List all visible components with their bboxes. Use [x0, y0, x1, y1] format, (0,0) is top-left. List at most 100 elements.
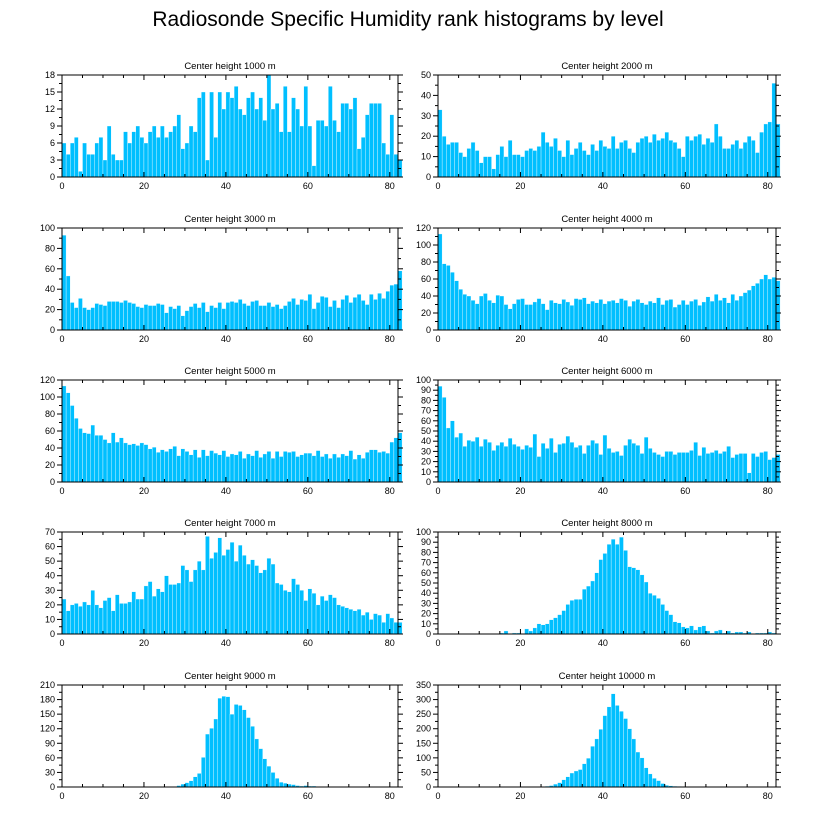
- bar: [348, 450, 354, 483]
- bar: [283, 590, 288, 635]
- bar: [516, 299, 521, 331]
- bar: [466, 440, 472, 483]
- bar: [557, 150, 562, 178]
- bar: [759, 131, 764, 178]
- bar: [524, 150, 529, 178]
- bar: [242, 303, 247, 331]
- bar: [602, 715, 608, 788]
- bar: [507, 437, 513, 483]
- bar: [615, 302, 620, 331]
- bar: [499, 295, 505, 331]
- bar: [623, 300, 628, 331]
- y-tick-label: 120: [416, 223, 431, 233]
- bar: [705, 138, 711, 178]
- bar: [561, 443, 566, 483]
- bar: [606, 448, 612, 483]
- bar: [123, 442, 128, 483]
- bar: [168, 131, 173, 178]
- bar: [377, 614, 382, 635]
- bar: [102, 439, 108, 483]
- bar: [262, 120, 268, 178]
- bar: [393, 622, 399, 635]
- bar: [586, 154, 591, 178]
- bar: [127, 142, 132, 178]
- bar: [602, 434, 608, 483]
- bar: [635, 445, 641, 483]
- bar: [664, 451, 670, 483]
- bar: [270, 458, 276, 483]
- bar: [697, 305, 702, 331]
- bar: [722, 148, 727, 178]
- bar: [639, 757, 645, 788]
- y-tick-label: 30: [421, 446, 431, 456]
- bar: [250, 301, 255, 331]
- bar: [287, 591, 292, 635]
- bar: [229, 97, 235, 178]
- x-tick-label: 0: [435, 181, 440, 191]
- bar: [336, 457, 341, 483]
- panel-title: Center height 4000 m: [561, 214, 652, 225]
- bar: [627, 438, 632, 483]
- bar: [78, 171, 83, 178]
- bar: [602, 553, 608, 635]
- bar: [119, 437, 124, 483]
- bar: [730, 144, 735, 178]
- bar: [681, 300, 686, 331]
- bar: [767, 459, 773, 483]
- bar: [458, 432, 463, 483]
- bar: [164, 451, 169, 483]
- y-tick-label: 0: [50, 629, 55, 639]
- bar: [512, 303, 517, 331]
- bar: [221, 695, 227, 788]
- bar: [184, 782, 190, 788]
- bar: [225, 549, 231, 635]
- bar: [205, 536, 210, 635]
- bar: [385, 291, 390, 331]
- y-tick-label: 30: [421, 598, 431, 608]
- bar: [352, 297, 358, 331]
- bar: [466, 295, 472, 331]
- bar: [287, 452, 292, 483]
- bar: [573, 770, 579, 788]
- bar: [127, 444, 132, 483]
- bar: [270, 563, 276, 635]
- bar: [258, 572, 263, 635]
- bar: [197, 97, 202, 178]
- bar: [213, 552, 218, 635]
- bar: [643, 436, 649, 483]
- bar: [536, 146, 542, 178]
- y-tick-label: 50: [421, 767, 431, 777]
- bar: [536, 298, 542, 331]
- bar: [582, 588, 587, 635]
- bar: [586, 585, 591, 635]
- y-tick-label: 0: [426, 477, 431, 487]
- bar: [553, 302, 558, 331]
- x-tick-label: 0: [59, 638, 64, 648]
- bar: [643, 136, 649, 178]
- x-tick-label: 60: [680, 791, 690, 801]
- bar: [188, 581, 194, 635]
- bar: [188, 125, 194, 178]
- bar: [168, 584, 173, 635]
- bar: [462, 156, 468, 178]
- bar: [192, 303, 198, 331]
- bar: [656, 297, 661, 331]
- bar: [577, 445, 583, 483]
- bar: [233, 704, 239, 788]
- bar: [295, 108, 300, 178]
- x-tick-label: 20: [515, 638, 525, 648]
- bar: [437, 385, 443, 483]
- bar: [307, 588, 313, 635]
- x-tick-label: 20: [139, 486, 149, 496]
- bar: [577, 599, 583, 635]
- bar: [734, 140, 740, 178]
- bar: [213, 718, 218, 788]
- bar: [147, 305, 153, 331]
- bar: [660, 604, 665, 635]
- panel-2: Center height 2000 m 0 20 40 60 80 0 10 20 30 40 50: [421, 61, 781, 191]
- bar: [332, 120, 337, 178]
- bar: [373, 449, 378, 483]
- bar: [262, 758, 268, 788]
- bar: [70, 604, 75, 635]
- y-tick-label: 70: [421, 406, 431, 416]
